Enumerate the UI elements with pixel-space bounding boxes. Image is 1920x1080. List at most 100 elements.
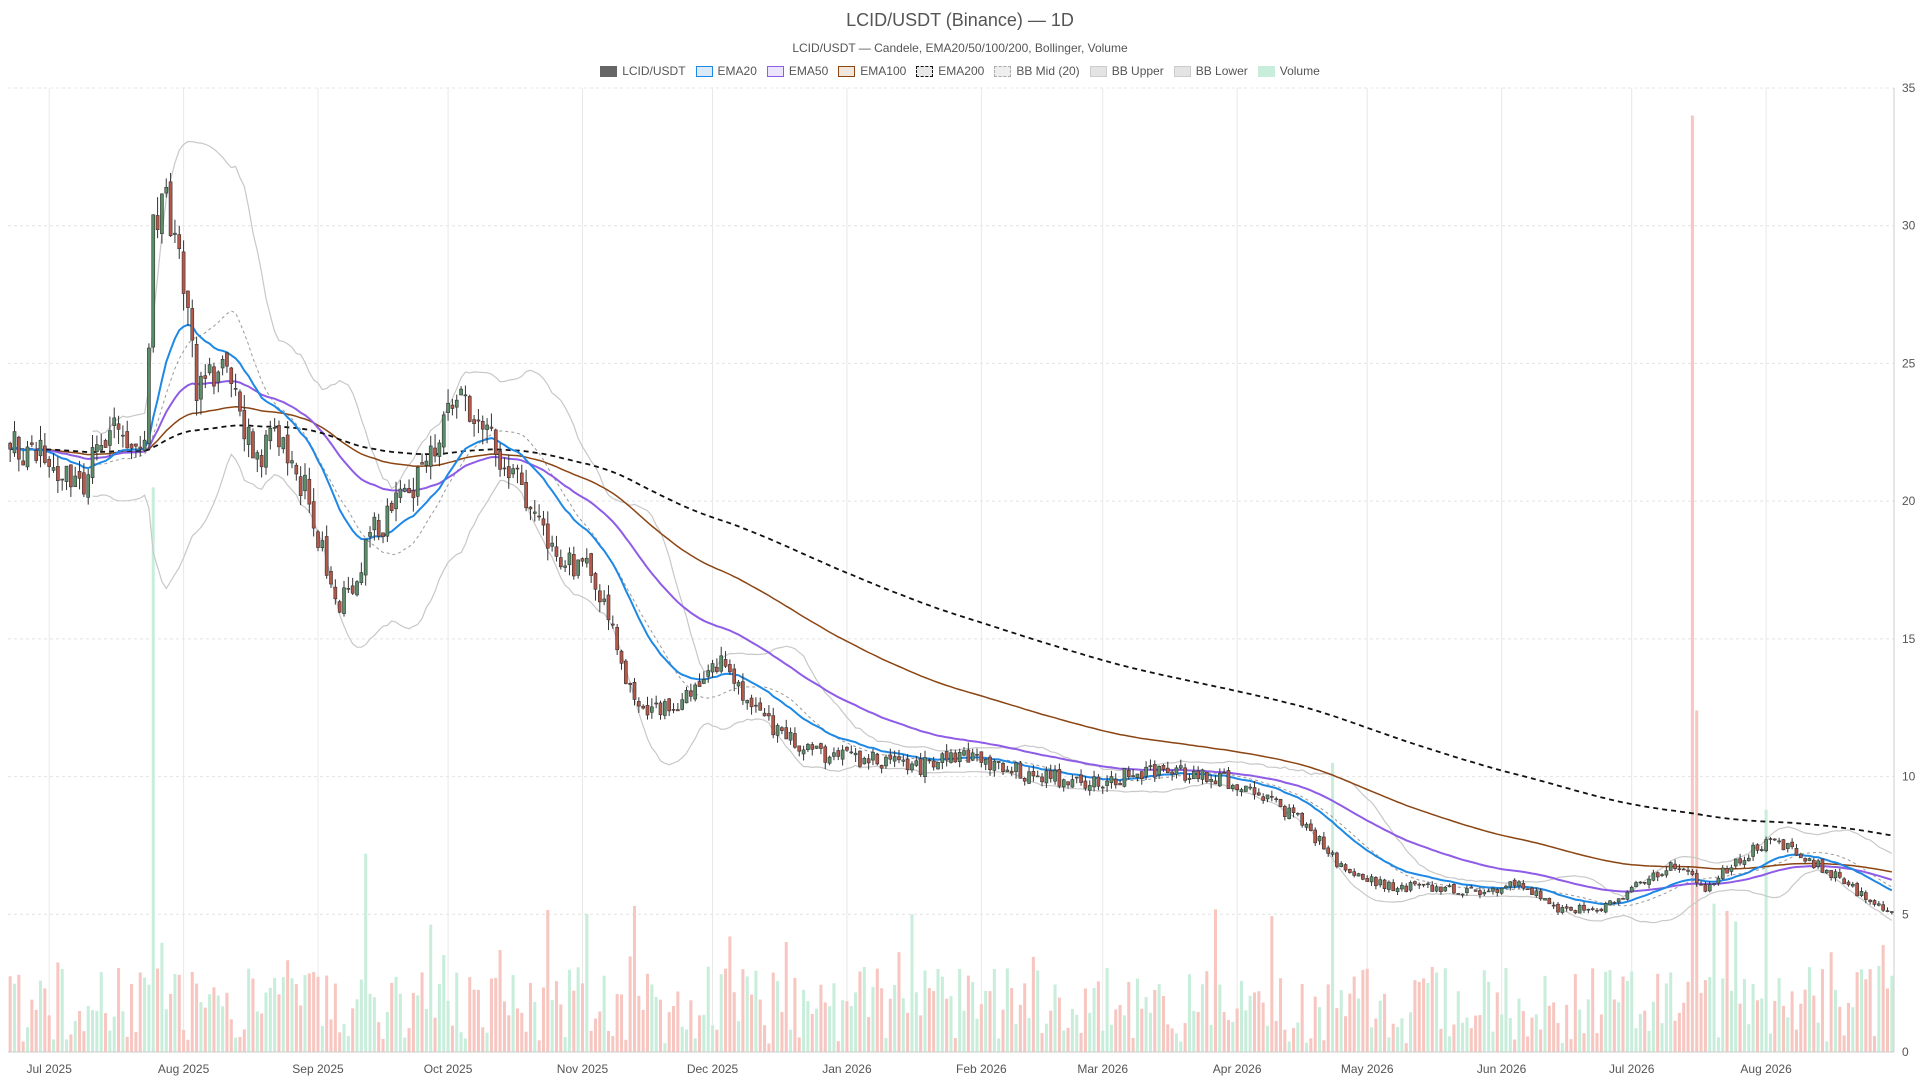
- volume-bar: [1400, 1018, 1404, 1052]
- volume-bar: [264, 992, 268, 1052]
- volume-bar: [1742, 979, 1746, 1052]
- candle-body: [160, 193, 164, 235]
- legend-item-ema20[interactable]: EMA20: [695, 64, 757, 78]
- legend-item-bb-lower[interactable]: BB Lower: [1173, 64, 1248, 78]
- candle: [1811, 857, 1816, 870]
- candle-body: [463, 394, 468, 397]
- candle: [1005, 765, 1010, 773]
- candle-body: [86, 474, 91, 498]
- volume-bar: [1578, 1009, 1582, 1052]
- candle-body: [376, 520, 381, 537]
- candle: [784, 719, 789, 740]
- candle-body: [151, 214, 156, 348]
- volume-bar: [1859, 969, 1864, 1052]
- legend-item-ema200[interactable]: EMA200: [916, 64, 984, 78]
- volume-bar: [1591, 968, 1595, 1052]
- candle: [576, 559, 580, 579]
- candle-body: [918, 758, 923, 775]
- candle: [801, 745, 806, 761]
- candle-body: [1833, 871, 1838, 879]
- volume-bar: [689, 1000, 693, 1052]
- candle-body: [450, 404, 455, 409]
- candle: [1647, 875, 1651, 889]
- legend-item-bb-mid-20[interactable]: BB Mid (20): [994, 64, 1080, 78]
- candle-body: [329, 571, 333, 585]
- candle: [1105, 775, 1109, 792]
- candle: [589, 552, 593, 583]
- legend-item-bb-upper[interactable]: BB Upper: [1089, 64, 1164, 78]
- candle-body: [576, 559, 580, 576]
- candle-body: [1270, 795, 1274, 798]
- candle: [82, 463, 86, 498]
- volume-bar: [1239, 980, 1244, 1052]
- volume-bar: [997, 1038, 1001, 1052]
- candle: [368, 526, 372, 548]
- candle-body: [1317, 836, 1322, 842]
- candle-body: [1092, 776, 1096, 788]
- candle-body: [524, 482, 528, 509]
- candle-body: [1378, 879, 1383, 886]
- candle-body: [73, 475, 78, 488]
- volume-bar: [550, 999, 554, 1052]
- candle: [1265, 794, 1270, 803]
- volume-bar: [1010, 987, 1014, 1052]
- volume-bar: [468, 977, 472, 1052]
- candle-body: [923, 757, 927, 777]
- candle-body: [433, 447, 437, 457]
- legend-item-lcid-usdt[interactable]: LCID/USDT: [600, 64, 686, 78]
- candle: [1590, 906, 1595, 911]
- candle: [38, 425, 43, 468]
- volume-bar: [988, 991, 992, 1052]
- candle: [537, 504, 541, 521]
- candle-body: [1204, 772, 1209, 782]
- x-tick-label: Jun 2026: [1477, 1062, 1527, 1076]
- candle: [931, 756, 936, 771]
- candle-body: [38, 439, 43, 457]
- volume-bar: [1764, 809, 1768, 1052]
- volume-bar: [962, 1010, 966, 1052]
- candle: [164, 178, 169, 198]
- volume-bar: [108, 1030, 112, 1052]
- candle-body: [1478, 890, 1482, 895]
- candle: [806, 742, 810, 752]
- candle-body: [1447, 885, 1452, 888]
- legend-item-volume[interactable]: Volume: [1257, 64, 1320, 78]
- volume-bar: [754, 970, 758, 1052]
- candle-body: [706, 670, 711, 677]
- candle: [142, 430, 147, 452]
- candle-body: [515, 467, 520, 470]
- volume-bar: [1148, 1012, 1152, 1052]
- candle: [1109, 770, 1114, 789]
- legend-item-ema100[interactable]: EMA100: [838, 64, 906, 78]
- candle-body: [277, 425, 281, 448]
- volume-bar: [1838, 1006, 1842, 1052]
- candle-body: [1625, 891, 1630, 900]
- candle-body: [467, 396, 472, 422]
- volume-bar: [502, 1001, 506, 1052]
- candle: [1486, 888, 1491, 893]
- candle: [936, 761, 940, 770]
- volume-bar: [1682, 1002, 1686, 1052]
- volume-bar: [1270, 916, 1274, 1052]
- candle: [420, 453, 424, 465]
- legend-item-ema50[interactable]: EMA50: [766, 64, 828, 78]
- candle-body: [1733, 858, 1738, 867]
- candle-body: [1408, 882, 1413, 891]
- volume-bar: [1079, 1032, 1083, 1052]
- candle-body: [606, 594, 611, 621]
- x-tick-label: Mar 2026: [1077, 1062, 1128, 1076]
- candle-body: [25, 446, 30, 468]
- candle-body: [814, 745, 819, 749]
- candle: [1209, 774, 1213, 789]
- candle: [1725, 865, 1729, 874]
- candle: [775, 723, 780, 743]
- candle-body: [459, 388, 463, 396]
- candle-body: [1612, 901, 1617, 904]
- candle-body: [810, 744, 815, 750]
- volume-bar: [1018, 1004, 1022, 1052]
- volume-bar: [1474, 1015, 1478, 1052]
- candle: [532, 499, 537, 522]
- candle-body: [333, 586, 338, 600]
- candle-body: [1504, 885, 1508, 889]
